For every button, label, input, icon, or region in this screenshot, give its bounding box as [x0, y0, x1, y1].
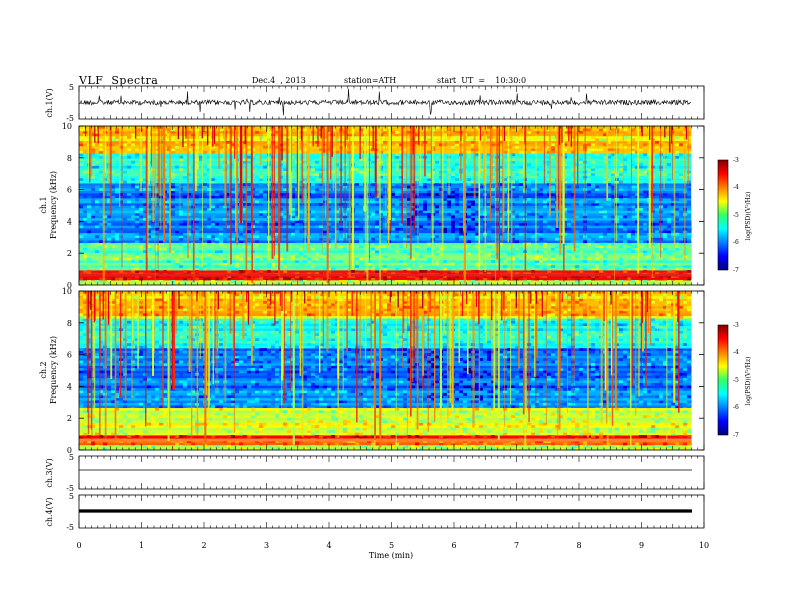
- ch2-spectrogram-image: [79, 291, 704, 451]
- ch2-colorbar-label: log(PSD)(V²/Hz): [745, 357, 752, 406]
- ch1-colorbar-tick-1: -4: [733, 184, 739, 191]
- x-tick-label-0: 0: [76, 541, 81, 550]
- ch2-freq-tick-6: 6: [67, 351, 72, 360]
- ch4-ytick-bottom: -5: [66, 523, 74, 532]
- ch3-ytick-top: 5: [69, 453, 74, 462]
- date-label: Dec.4 , 2013: [252, 76, 306, 85]
- ch1-waveform-panel: 5 -5 ch.1(V): [45, 83, 705, 123]
- ch2-colorbar: [717, 324, 729, 436]
- ch2-colorbar-tick-4: -7: [733, 432, 739, 439]
- ch2-ylabel-channel: ch.2: [39, 361, 48, 378]
- ch1-freq-tick-0: 0: [67, 281, 72, 290]
- ch2-colorbar-tick-1: -4: [733, 349, 739, 356]
- x-tick-label-6: 6: [451, 541, 456, 550]
- ch1-freq-tick-10: 10: [62, 122, 72, 131]
- x-tick-label-9: 9: [639, 541, 644, 550]
- ch1-colorbar: [717, 159, 729, 271]
- ch1-freq-tick-2: 2: [67, 249, 72, 258]
- x-axis-tick-labels: 0 1 2 3 4 5 6 7 8 9 10: [76, 541, 709, 550]
- ch1-waveform-line: [78, 88, 691, 116]
- x-tick-label-7: 7: [514, 541, 519, 550]
- ch2-spectrogram-panel: 0 2 4 6 8 10 ch.2 Frequency (kHz) -3 -4 -5 -6…: [39, 287, 752, 455]
- ch1-ytick-bottom: -5: [66, 114, 74, 123]
- ch2-freq-tick-0: 0: [67, 446, 72, 455]
- x-tick-label-1: 1: [139, 541, 144, 550]
- x-axis-label: Time (min): [369, 551, 413, 560]
- ch1-colorbar-tick-2: -5: [733, 212, 739, 219]
- time-ticks: [78, 86, 705, 528]
- ch1-ytick-top: 5: [69, 83, 74, 92]
- ch2-freq-tick-4: 4: [67, 382, 72, 391]
- start-time-label: start UT = 10:30:0: [437, 76, 527, 85]
- ch2-freq-tick-10: 10: [62, 287, 72, 296]
- ch1-ylabel-channel: ch.1: [39, 196, 48, 213]
- ch3-ytick-bottom: -5: [66, 484, 74, 493]
- x-tick-label-2: 2: [201, 541, 206, 550]
- ch4-waveform-panel: 5 -5 ch.4(V): [45, 492, 705, 532]
- ch2-colorbar-tick-3: -6: [733, 404, 739, 411]
- ch1-colorbar-label: log(PSD)(V²/Hz): [745, 192, 752, 241]
- ch1-spectrogram-image: [79, 126, 704, 286]
- ch4-ylabel: ch.4(V): [45, 497, 54, 526]
- ch1-colorbar-tick-3: -6: [733, 239, 739, 246]
- x-tick-label-10: 10: [699, 541, 709, 550]
- ch1-freq-tick-8: 8: [67, 154, 72, 163]
- ch3-waveform-panel: 5 -5 ch.3(V): [45, 453, 705, 493]
- x-tick-label-5: 5: [389, 541, 394, 550]
- x-tick-label-3: 3: [264, 541, 269, 550]
- x-tick-label-8: 8: [576, 541, 581, 550]
- ch4-ytick-top: 5: [69, 492, 74, 501]
- ch1-ylabel: ch.1(V): [45, 88, 54, 117]
- ch1-spectrogram-panel: 0 2 4 6 8 10 ch.1 Frequency (kHz) -3 -4 -5 -6…: [39, 122, 752, 290]
- ch3-ylabel: ch.3(V): [45, 458, 54, 487]
- ch2-freq-tick-2: 2: [67, 414, 72, 423]
- ch2-ylabel-frequency: Frequency (kHz): [49, 336, 58, 404]
- x-tick-label-4: 4: [326, 541, 331, 550]
- ch2-freq-tick-8: 8: [67, 319, 72, 328]
- ch1-freq-tick-4: 4: [67, 217, 72, 226]
- plot-title: VLF Spectra: [79, 74, 159, 87]
- ch1-colorbar-tick-4: -7: [733, 267, 739, 274]
- ch1-freq-tick-6: 6: [67, 186, 72, 195]
- ch2-colorbar-tick-0: -3: [733, 322, 739, 329]
- ch1-colorbar-tick-0: -3: [733, 157, 739, 164]
- station-label: station=ATH: [344, 76, 397, 85]
- ch2-colorbar-tick-2: -5: [733, 377, 739, 384]
- ch1-ylabel-frequency: Frequency (kHz): [49, 171, 58, 239]
